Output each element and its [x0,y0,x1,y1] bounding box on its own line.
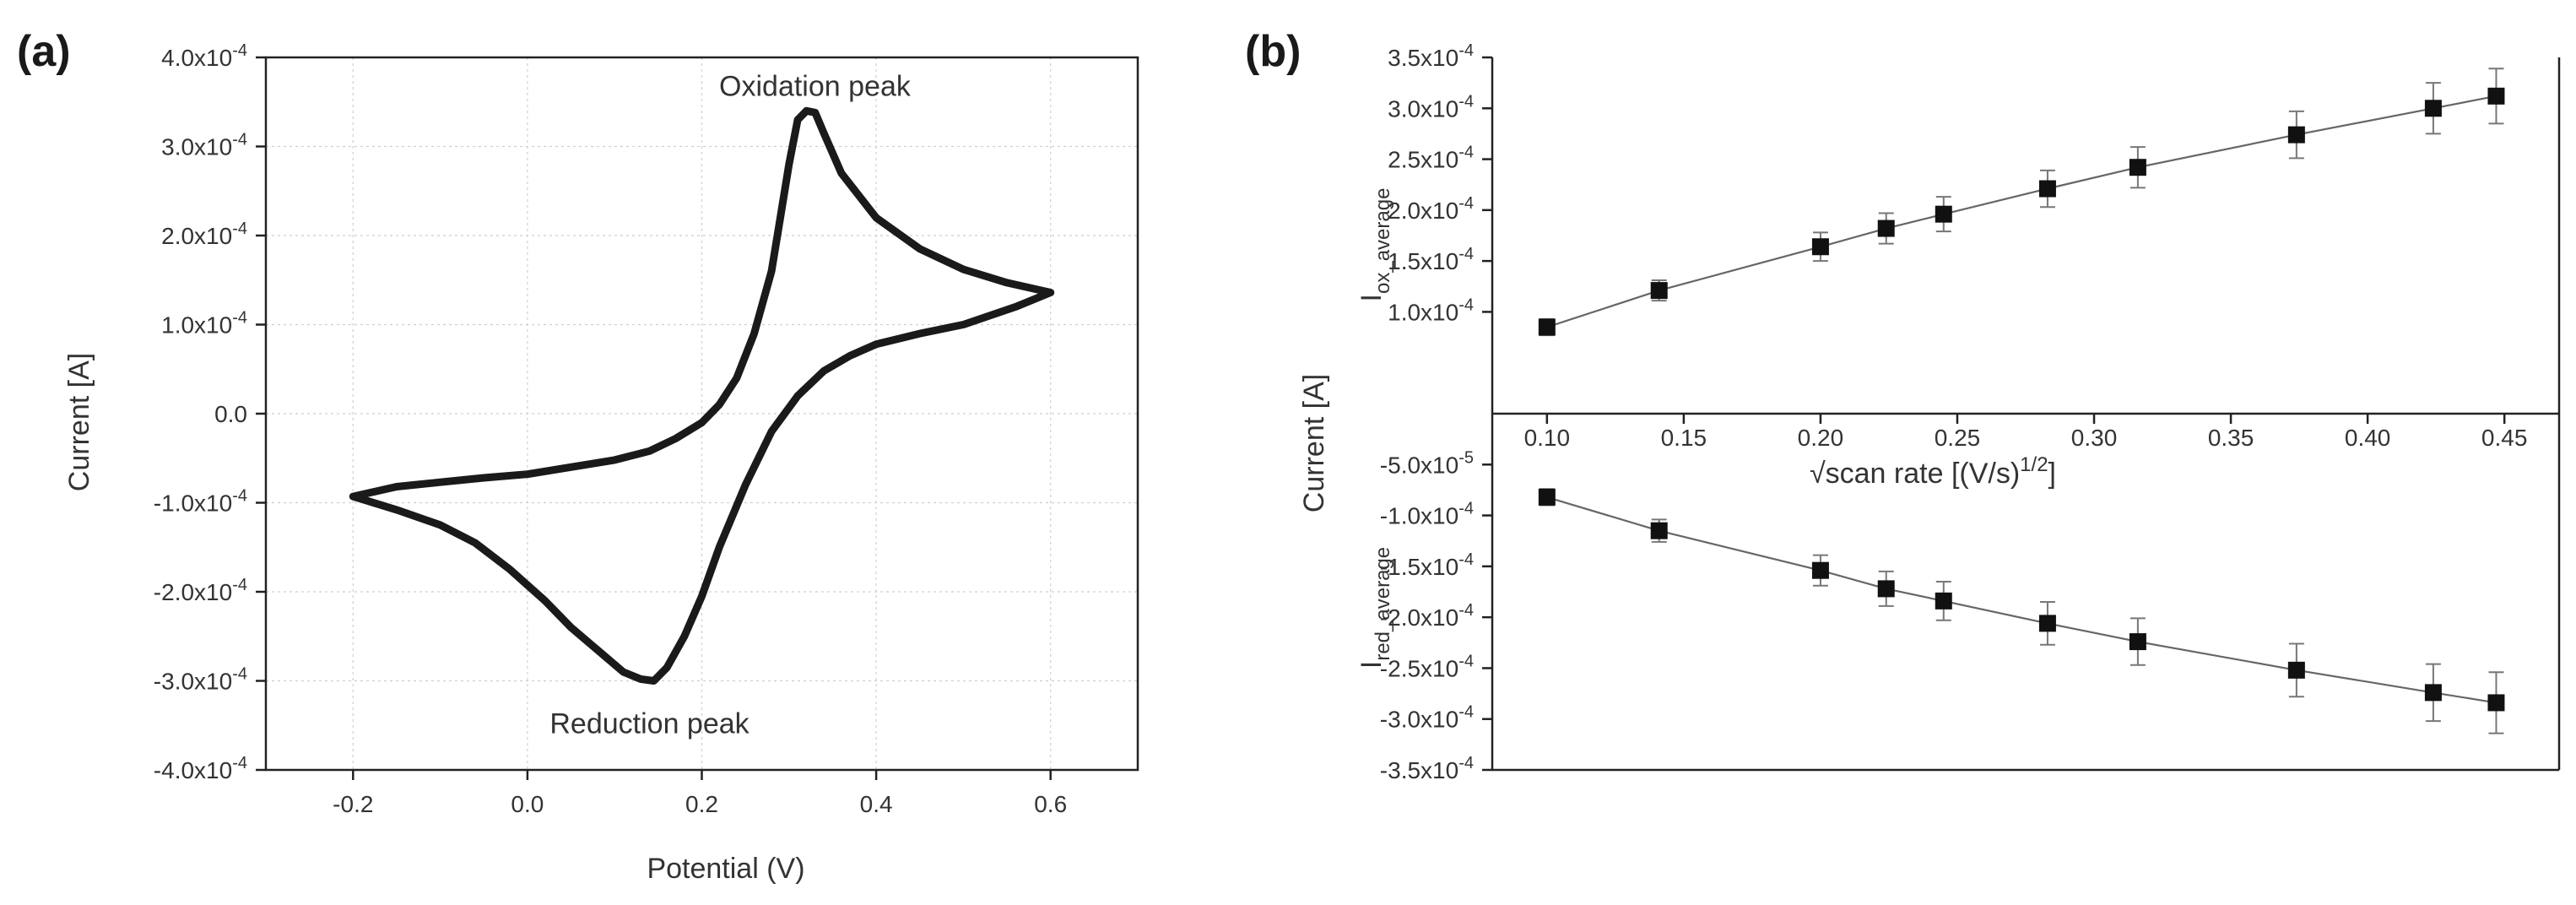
y-tick-label: 3.5x10-4 [1388,41,1474,71]
x-tick-label: 0.20 [1798,425,1844,451]
panel-a-cyclic-voltammogram: (a) -0.2 0.0 0.2 0.4 0.6 -4.0x10-4-3.0x10-4-… [17,27,1139,885]
panel-b-y-axis-label: Current [A] [1298,374,1330,512]
x-tick-label: 0.6 [1034,791,1067,817]
panel-a-grid [266,57,1138,771]
panel-b-y-ticks: -3.5x10-4 -3.0x10-4 -2.5x10-4 -2.0x10-4 -1.5… [1380,41,1492,783]
y-tick-label: 3.0x10-4 [161,131,247,160]
x-tick-label: 0.30 [2071,425,2118,451]
data-point [1877,580,1895,598]
panel-b-plot-frame [1491,57,2561,772]
data-point [1877,219,1895,237]
x-tick-label: 0.10 [1524,425,1571,451]
y-tick-label: -5.0x10-5 [1380,448,1474,478]
y-tick-label: -3.5x10-4 [1380,754,1474,783]
data-point [2287,126,2305,144]
y-tick-label: 0.0 [214,401,247,427]
data-point [2129,159,2146,176]
x-tick-label: 0.0 [511,791,544,817]
y-tick-label: -2.5x10-4 [1380,652,1474,681]
panel-a-x-axis-label: Potential (V) [647,853,804,885]
panel-b-label: (b) [1245,27,1301,76]
x-tick-label: 0.25 [1935,425,1981,451]
panel-b-y-label-oxidation: Iox_average [1356,188,1394,302]
data-point [1650,522,1668,539]
panel-b-x-ticks: 0.10 0.15 0.20 0.25 0.30 0.35 0.40 0.45 [1524,414,2528,451]
y-tick-label: -3.0x10-4 [1380,703,1474,733]
x-tick-label: 0.45 [2481,425,2528,451]
data-point [2487,87,2505,105]
x-tick-label: -0.2 [333,791,373,817]
x-tick-label: 0.40 [2345,425,2391,451]
data-point [2424,100,2442,117]
y-tick-label: -2.0x10-4 [1380,601,1474,631]
series-line [1546,496,2497,704]
panel-a-y-axis-label: Current [A] [63,353,95,491]
y-tick-label: 1.0x10-4 [161,309,247,339]
panel-a-label: (a) [17,27,71,76]
panel-b-peak-current-vs-scan-rate: (b) 0.10 0.15 0.20 0.25 0.30 0.35 0.40 0.45 -3.… [1245,27,2561,783]
y-tick-label: 4.0x10-4 [161,41,247,71]
panel-b-y-label-reduction: Ired_average [1356,547,1394,669]
series-line [1546,95,2497,328]
x-tick-label: 0.2 [685,791,718,817]
data-point [2129,633,2146,651]
x-tick-label: 0.15 [1661,425,1707,451]
y-tick-label: 2.5x10-4 [1388,144,1474,173]
y-tick-label: 2.0x10-4 [161,219,247,249]
data-point [1811,561,1829,579]
panel-a-x-ticks: -0.2 0.0 0.2 0.4 0.6 [333,770,1067,817]
data-point [2038,615,2056,632]
data-point [1935,592,1952,610]
cv-curve [349,106,1055,685]
data-point [1650,282,1668,300]
reduction-peak-annotation: Reduction peak [549,708,750,740]
y-tick-label: -3.0x10-4 [154,665,247,695]
y-tick-label: -1.5x10-4 [1380,550,1474,580]
x-tick-label: 0.4 [860,791,893,817]
data-point [1935,205,1952,223]
data-point [1538,318,1556,336]
y-tick-label: -4.0x10-4 [154,754,247,783]
panel-b-series [1538,68,2505,734]
oxidation-peak-annotation: Oxidation peak [719,70,912,102]
y-tick-label: -1.0x10-4 [1380,500,1474,529]
y-tick-label: 1.5x10-4 [1388,245,1474,274]
panel-a-y-ticks: -4.0x10-4 -3.0x10-4 -2.0x10-4 -1.0x10-4 0.0 1… [154,41,266,783]
x-tick-label: 0.35 [2208,425,2254,451]
y-tick-label: 1.0x10-4 [1388,295,1474,325]
panel-b-x-axis-label: √scan rate [(V/s)1/2] [1810,453,2056,490]
data-point [2424,684,2442,702]
data-point [2038,180,2056,198]
data-point [2487,694,2505,712]
y-tick-label: 3.0x10-4 [1388,92,1474,122]
data-point [2287,661,2305,679]
data-point [1538,488,1556,506]
data-point [1811,238,1829,256]
y-tick-label: -2.0x10-4 [154,576,247,605]
y-tick-label: -1.0x10-4 [154,487,247,517]
y-tick-label: 2.0x10-4 [1388,194,1474,224]
